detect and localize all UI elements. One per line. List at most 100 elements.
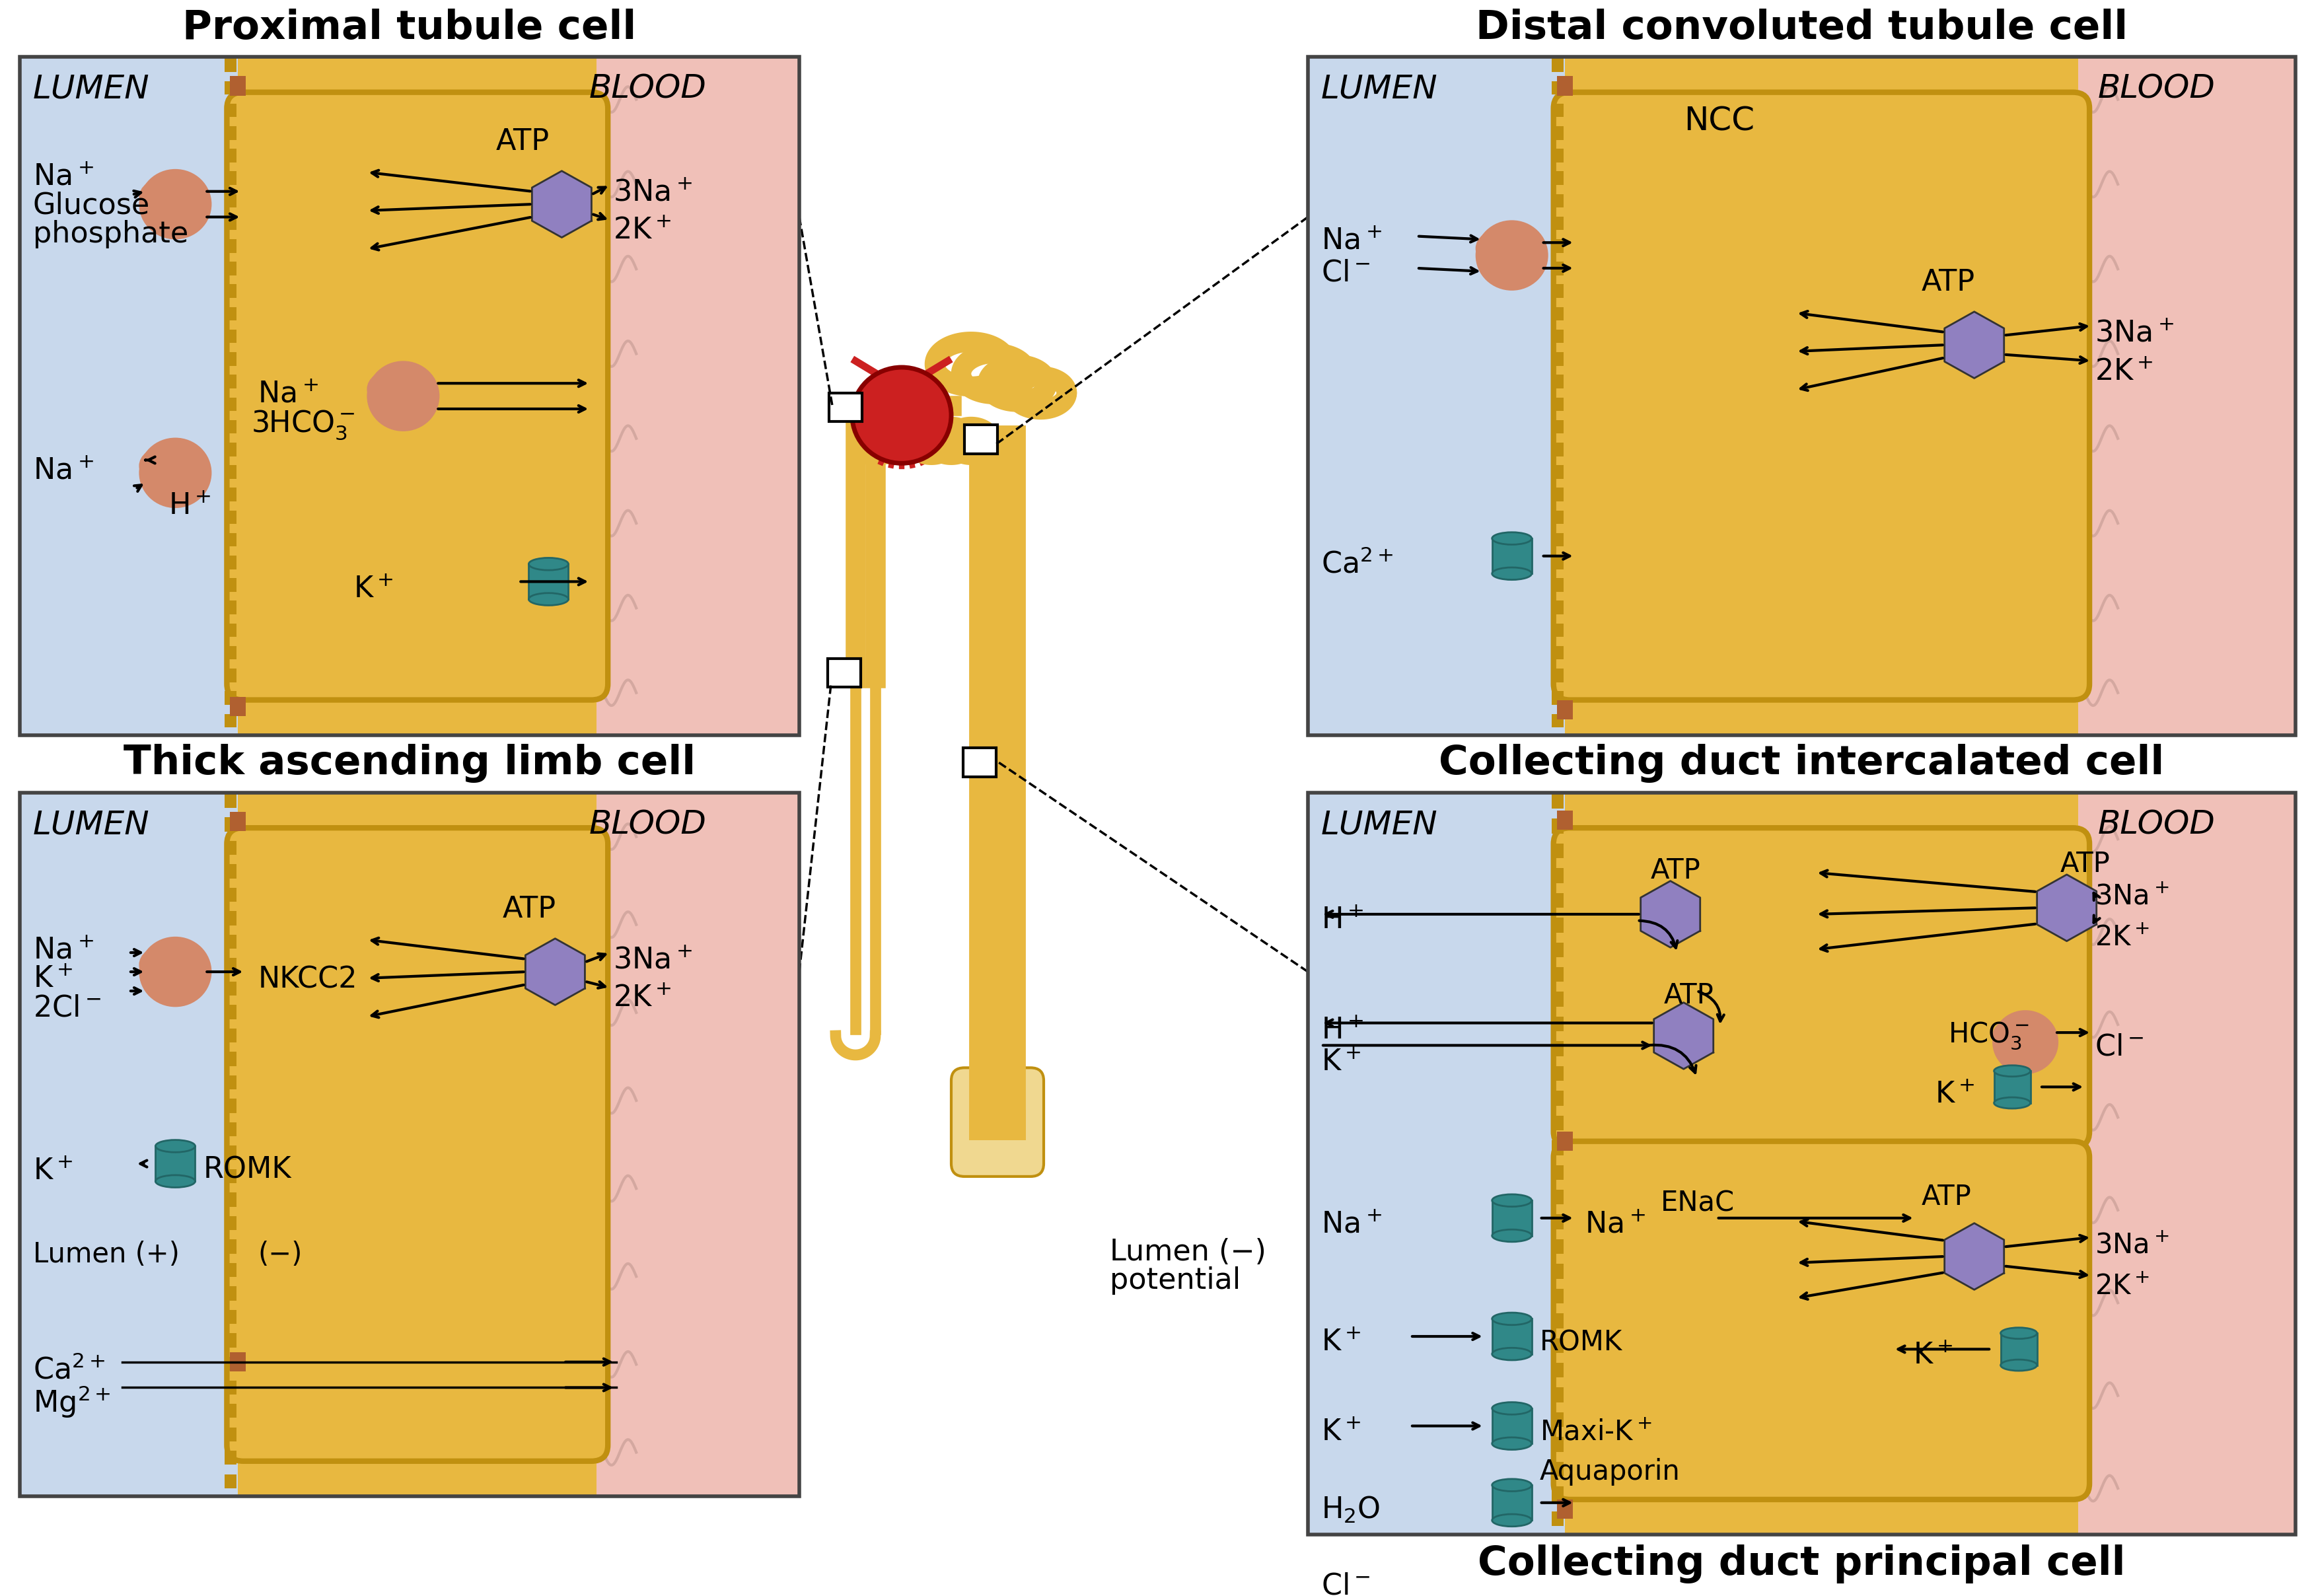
Bar	[224, 1357, 236, 1371]
Text: ATP: ATP	[495, 128, 548, 156]
Bar	[224, 1475, 236, 1487]
Bar	[1550, 600, 1564, 614]
FancyBboxPatch shape	[951, 1068, 1044, 1176]
Text: BLOOD: BLOOD	[588, 73, 706, 105]
FancyBboxPatch shape	[227, 828, 609, 1460]
Bar	[1550, 918, 1564, 932]
Ellipse shape	[155, 1175, 194, 1187]
Bar	[1550, 306, 1564, 321]
Bar	[224, 1028, 236, 1042]
Bar	[1550, 59, 1564, 72]
Bar	[1550, 420, 1564, 434]
Text: 2K$^+$: 2K$^+$	[2094, 924, 2150, 951]
Polygon shape	[1944, 311, 2004, 378]
Bar	[1550, 669, 1564, 681]
Bar	[828, 659, 861, 688]
Text: LUMEN: LUMEN	[32, 809, 150, 841]
Bar	[1550, 646, 1564, 659]
Ellipse shape	[1995, 1098, 2029, 1109]
Text: Collecting duct intercalated cell: Collecting duct intercalated cell	[1439, 744, 2164, 784]
Text: ATP: ATP	[1921, 268, 1976, 297]
Text: Lumen (−): Lumen (−)	[1111, 1238, 1266, 1266]
Bar	[1550, 555, 1564, 570]
Bar	[224, 669, 236, 681]
Text: ATP: ATP	[1921, 1183, 1972, 1211]
Bar	[1550, 1387, 1564, 1403]
Bar	[1550, 713, 1564, 728]
Ellipse shape	[368, 361, 440, 431]
Bar	[1550, 819, 1564, 833]
Bar	[963, 749, 995, 777]
Text: 2K$^+$: 2K$^+$	[613, 985, 671, 1013]
Bar	[1550, 488, 1564, 501]
Bar	[229, 77, 245, 96]
Bar	[224, 935, 236, 948]
Bar	[224, 1451, 236, 1465]
Bar	[1493, 1408, 1532, 1443]
Bar	[1557, 811, 1574, 830]
Bar	[224, 148, 236, 163]
Bar	[1550, 1462, 1564, 1476]
Text: Glucose: Glucose	[32, 192, 150, 220]
Bar	[224, 442, 236, 456]
Bar	[1550, 533, 1564, 546]
Bar	[1557, 1132, 1574, 1151]
Ellipse shape	[1493, 1349, 1532, 1360]
Bar	[1550, 793, 1564, 809]
Ellipse shape	[1476, 228, 1527, 268]
Ellipse shape	[1476, 220, 1548, 290]
Bar	[1550, 1140, 1564, 1156]
Text: Na$^+$: Na$^+$	[257, 380, 319, 409]
Text: Na$^+$: Na$^+$	[32, 456, 93, 485]
Bar	[224, 1216, 236, 1231]
Text: HCO$_3^-$: HCO$_3^-$	[1948, 1020, 2029, 1050]
Ellipse shape	[1493, 1312, 1532, 1325]
Text: 3Na$^+$: 3Na$^+$	[2094, 883, 2168, 910]
Bar	[21, 793, 238, 1497]
Ellipse shape	[1493, 533, 1532, 544]
Bar	[1307, 793, 1564, 1535]
Text: LUMEN: LUMEN	[32, 73, 150, 105]
Text: Thick ascending limb cell: Thick ascending limb cell	[123, 744, 697, 784]
Text: Mg$^{2+}$: Mg$^{2+}$	[32, 1384, 111, 1420]
Bar	[224, 488, 236, 501]
Ellipse shape	[1992, 1010, 2059, 1074]
Bar	[1550, 868, 1564, 883]
Text: ROMK: ROMK	[204, 1156, 292, 1184]
Text: potential: potential	[1111, 1267, 1240, 1294]
Text: 2K$^+$: 2K$^+$	[2094, 1272, 2150, 1301]
Bar	[1550, 1314, 1564, 1328]
Bar	[224, 262, 236, 276]
Bar	[1550, 991, 1564, 1007]
Bar	[224, 555, 236, 570]
Ellipse shape	[1992, 1018, 2039, 1053]
Bar	[224, 306, 236, 321]
Bar	[1557, 1570, 1574, 1590]
Bar	[224, 793, 236, 808]
Bar	[224, 1381, 236, 1395]
Bar	[1550, 126, 1564, 140]
Bar	[229, 812, 245, 832]
Bar	[1550, 1486, 1564, 1502]
Bar	[224, 171, 236, 185]
Text: Collecting duct principal cell: Collecting duct principal cell	[1479, 1545, 2127, 1583]
Text: NCC: NCC	[1685, 105, 1754, 137]
Bar	[155, 1146, 194, 1181]
Bar	[224, 533, 236, 546]
Bar	[1550, 1363, 1564, 1377]
Text: K$^+$: K$^+$	[1914, 1342, 1953, 1369]
FancyBboxPatch shape	[1553, 1141, 2090, 1500]
Bar	[1550, 1215, 1564, 1229]
Bar	[224, 81, 236, 94]
Ellipse shape	[368, 370, 419, 409]
Bar	[224, 911, 236, 926]
Bar	[1550, 1116, 1564, 1130]
Bar	[224, 375, 236, 388]
Bar	[224, 1052, 236, 1066]
Bar	[1550, 262, 1564, 276]
Text: (−): (−)	[257, 1240, 303, 1269]
Bar	[2002, 1333, 2036, 1365]
Bar	[238, 793, 597, 1497]
Text: Distal convoluted tubule cell: Distal convoluted tubule cell	[1476, 8, 2129, 48]
Bar	[965, 425, 997, 453]
